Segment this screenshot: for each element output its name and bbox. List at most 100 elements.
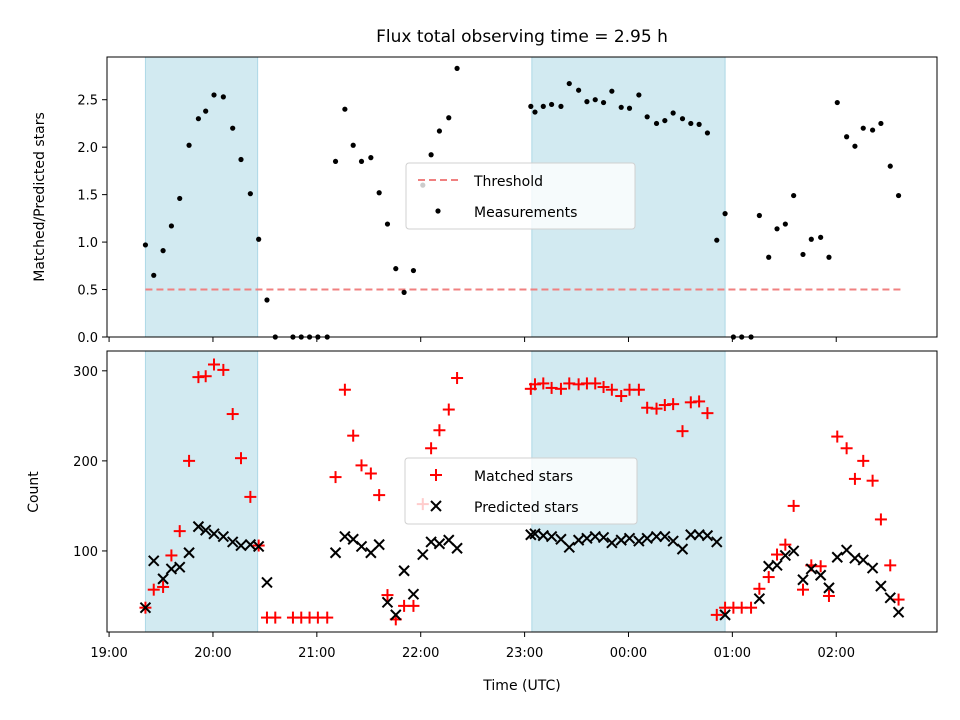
measurement-point [384, 221, 391, 227]
matched-star-point [814, 560, 827, 573]
measurement-point [644, 114, 650, 120]
measurement-point [584, 99, 590, 105]
bottom-y-tick-label: 300 [73, 365, 98, 380]
measurement-point [844, 134, 850, 140]
predicted-star-point [667, 535, 679, 547]
measurement-point [264, 297, 270, 303]
measurement-point [393, 266, 399, 272]
predicted-point-stroke-b [676, 543, 689, 555]
predicted-star-point [581, 532, 593, 545]
predicted-star-point [805, 563, 818, 575]
measurement-point [756, 212, 762, 219]
matched-star-point [433, 424, 446, 437]
measurement-point [401, 289, 407, 295]
measurement-point [566, 80, 572, 87]
top-y-tick-label: 0.0 [77, 331, 98, 346]
predicted-star-point [226, 536, 239, 548]
predicted-star-point [192, 520, 205, 533]
predicted-star-point [525, 529, 537, 541]
predicted-point-stroke-b [572, 534, 585, 546]
measurement-point [826, 254, 832, 260]
measurement-point [887, 163, 893, 169]
matched-star-point [892, 593, 905, 606]
x-tick-label: 19:00 [90, 646, 127, 661]
measurement-point [342, 106, 348, 112]
predicted-star-point [407, 588, 420, 600]
bottom-legend-box [404, 457, 638, 525]
measurement-point [195, 116, 202, 122]
matched-star-point [165, 549, 178, 562]
measurement-point [350, 142, 356, 148]
predicted-point-stroke-b [525, 529, 537, 541]
measurement-point [696, 121, 702, 127]
predicted-legend-label: Predicted stars [474, 500, 579, 516]
predicted-star-point [148, 555, 160, 567]
predicted-point-stroke-b [329, 547, 342, 559]
measurements-legend-swatch [435, 208, 441, 214]
predicted-point-stroke-b [235, 539, 247, 552]
predicted-point-stroke-b [398, 565, 410, 577]
predicted-point-stroke-b [719, 609, 731, 621]
predicted-point-stroke-b [615, 534, 627, 546]
predicted-point-stroke-b [849, 552, 861, 564]
matched-star-point [338, 383, 351, 396]
x-tick-label: 00:00 [610, 646, 647, 661]
measurement-point [774, 226, 780, 232]
matched-star-point [597, 381, 610, 394]
predicted-star-point [597, 531, 610, 544]
bottom-panel: 100 200 300 19:00 20:00 21:00 22:00 23:00 00:00… [26, 350, 938, 694]
predicted-point-stroke-b [581, 532, 593, 545]
predicted-point-stroke-b [390, 609, 402, 621]
matched-star-point [831, 430, 844, 443]
measurement-point [528, 103, 534, 109]
measurement-point [428, 152, 434, 158]
top-y-tick-label: 0.5 [77, 284, 98, 299]
predicted-star-point [659, 530, 671, 543]
predicted-legend-swatch [430, 500, 442, 512]
matched-star-point [269, 611, 282, 624]
measurement-point [230, 125, 236, 131]
matched-star-point [650, 402, 663, 415]
predicted-point-stroke-b [701, 529, 714, 542]
measurement-point [358, 158, 365, 165]
predicted-point-stroke-b [165, 563, 178, 575]
measurement-point [549, 101, 555, 108]
matched-star-point [605, 383, 618, 396]
predicted-star-point [417, 548, 429, 561]
predicted-star-point [797, 574, 809, 586]
predicted-star-point [685, 529, 697, 541]
measurement-point [609, 88, 615, 94]
predicted-point-stroke-b [563, 541, 575, 554]
predicted-point-stroke-b [451, 542, 463, 554]
predicted-point-stroke-b [252, 540, 265, 553]
matched-star-point [667, 398, 680, 411]
predicted-star-point [199, 524, 212, 536]
measurement-point [576, 87, 582, 93]
measurement-point [142, 242, 149, 248]
predicted-star-point [814, 569, 827, 581]
predicted-star-point [711, 536, 723, 548]
matched-star-point [874, 513, 887, 526]
predicted-star-point [771, 559, 783, 572]
predicted-point-stroke-b [339, 530, 351, 543]
predicted-star-point [606, 537, 618, 549]
predicted-point-stroke-b [667, 535, 679, 547]
measurement-point [247, 191, 253, 197]
matched-star-point [745, 601, 758, 614]
matched-star-point [779, 538, 792, 551]
matched-star-point [373, 489, 386, 502]
x-tick-label: 20:00 [194, 646, 231, 661]
matched-star-point [217, 363, 230, 376]
measurement-point [600, 99, 607, 106]
predicted-point-stroke-b [261, 576, 273, 589]
bottom-y-ticks: 100 200 300 [73, 365, 107, 560]
predicted-point-stroke-b [407, 588, 420, 600]
measurement-point [532, 109, 538, 115]
top-legend: Threshold Measurements [405, 162, 636, 230]
predicted-point-stroke-b [373, 538, 385, 551]
measurement-point [186, 142, 192, 148]
matched-star-point [199, 370, 212, 383]
measurement-point [168, 223, 175, 229]
matched-star-point [442, 403, 455, 416]
